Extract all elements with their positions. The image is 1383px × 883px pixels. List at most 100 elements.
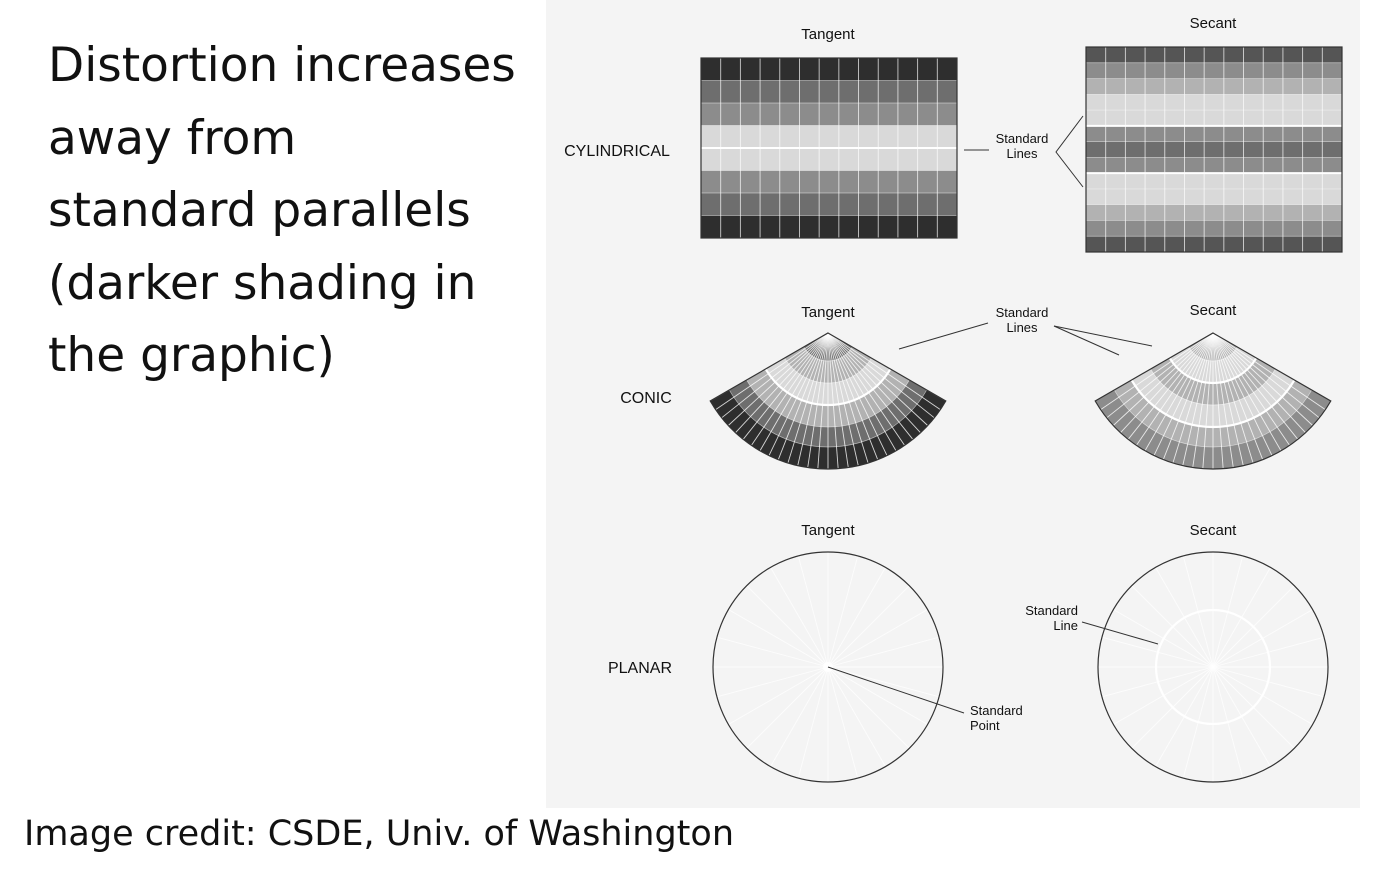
conic-tangent-meridian [827, 332, 935, 419]
planar-tangent-meridian [770, 567, 829, 668]
conic-tangent-meridian [751, 332, 829, 446]
planar-tangent-meridian [716, 636, 829, 668]
slide-body-text: Distortion increases away from standard … [48, 38, 516, 383]
cyl-secant-band [1086, 110, 1342, 127]
conic-secant-meridian [1106, 332, 1214, 419]
conic-secant-meridian [1202, 332, 1214, 469]
cyl-secant-leader-lines [1055, 115, 1084, 188]
cyl-secant-label: Secant [1190, 15, 1238, 32]
conic-tangent-meridian [727, 332, 829, 426]
planar-tangent-meridian [746, 585, 829, 668]
planar-tangent-meridian [827, 666, 928, 725]
conic-secant-meridian [1212, 332, 1290, 446]
conic-secant-outline [1094, 332, 1332, 470]
planar-tangent-outline [712, 551, 944, 783]
conic-tangent-meridian [827, 332, 879, 460]
cyl-tangent-band [701, 215, 957, 239]
conic-secant-standard-line [1130, 379, 1296, 429]
conic-secant-meridian [1212, 332, 1273, 456]
cyl-standard-lines-label-1: Standard [996, 131, 1049, 146]
planar-tangent-meridian [827, 585, 910, 668]
planar-standard-point-leader-line [827, 666, 965, 714]
conic-tangent-meridian [827, 332, 929, 426]
cyl-tangent-band [701, 148, 957, 171]
conic-tangent-meridian [817, 332, 829, 469]
row-label-planar: PLANAR [608, 660, 672, 677]
planar-secant-standard-line [1154, 608, 1272, 726]
conic-secant-leader-line-1 [1053, 325, 1153, 347]
cyl-secant-band [1086, 236, 1342, 253]
conic-secant-meridian [1136, 332, 1214, 446]
conic-tangent-meridian [827, 332, 869, 464]
conic-tangent-meridian [777, 332, 829, 460]
conic-secant-meridian [1212, 332, 1306, 434]
planar-tangent-meridian [716, 666, 829, 698]
standard-line-label-1: Standard [1025, 603, 1078, 618]
standard-point-label-1: Standard [970, 703, 1023, 718]
conic-standard-lines-label-1: Standard [996, 305, 1049, 320]
cyl-secant-band [1086, 94, 1342, 111]
planar-tangent-meridian [827, 555, 859, 668]
cyl-secant-band [1086, 173, 1342, 190]
cyl-tangent-band [701, 193, 957, 216]
image-credit: Image credit: CSDE, Univ. of Washington [24, 814, 734, 854]
conic-tangent-meridian [807, 332, 829, 468]
conic-secant-meridian [1212, 332, 1314, 426]
conic-tangent-ring [710, 390, 946, 469]
conic-secant-meridian [1212, 332, 1264, 460]
cyl-secant-band [1086, 188, 1342, 206]
conic-secant-meridian [1144, 332, 1214, 452]
conic-tangent-meridian [715, 332, 829, 410]
planar-tangent-meridian [797, 666, 829, 779]
conic-tangent-diagram [709, 332, 947, 470]
planar-tangent-meridian [797, 555, 829, 668]
cyl-secant-band [1086, 47, 1342, 64]
conic-tangent-meridian [759, 332, 829, 452]
conic-tangent-label: Tangent [801, 304, 855, 321]
conic-tangent-meridian [827, 332, 921, 434]
cyl-secant-band [1086, 157, 1342, 174]
conic-tangent-ring [765, 358, 891, 405]
conic-secant-meridian [1182, 332, 1214, 466]
conic-tangent-meridian [827, 332, 941, 410]
conic-secant-meridian [1212, 332, 1282, 452]
conic-secant-label: Secant [1190, 302, 1238, 319]
planar-tangent-meridian [728, 609, 829, 668]
planar-tangent-meridian [827, 666, 940, 698]
planar-secant-outline [1097, 551, 1329, 783]
conic-secant-meridian [1162, 332, 1214, 460]
conic-tangent-leader-line [898, 322, 989, 350]
row-label-cylindrical: CYLINDRICAL [564, 143, 670, 160]
conic-tangent-ring [729, 380, 927, 448]
planar-secant-diagram [1097, 551, 1329, 783]
conic-secant-leader-line-2 [1053, 325, 1120, 356]
planar-tangent-meridian [827, 666, 859, 779]
cyl-secant-frame [1085, 46, 1343, 253]
conic-tangent-meridian [787, 332, 829, 464]
cyl-secant-band [1086, 204, 1342, 221]
conic-tangent-meridian [827, 332, 839, 469]
conic-secant-meridian [1112, 332, 1214, 426]
conic-secant-ring [1095, 390, 1331, 469]
planar-tangent-meridian [746, 666, 829, 749]
conic-tangent-meridian [827, 332, 905, 446]
conic-tangent-meridian [721, 332, 829, 419]
planar-tangent-label: Tangent [801, 522, 855, 539]
planar-tangent-meridian [827, 666, 910, 749]
row-label-conic: CONIC [620, 390, 672, 407]
cyl-secant-band [1086, 141, 1342, 158]
conic-tangent-ring [746, 369, 910, 427]
conic-tangent-meridian [827, 332, 888, 456]
projection-distortion-figure: Tangent Secant CYLINDRICAL Tangent Secan… [546, 0, 1360, 808]
conic-secant-ring [1150, 358, 1276, 405]
conic-secant-meridian [1120, 332, 1214, 434]
planar-tangent-meridian [827, 666, 886, 767]
cyl-secant-band [1086, 220, 1342, 237]
cyl-tangent-label: Tangent [801, 26, 855, 43]
planar-tangent-meridian [827, 636, 940, 668]
conic-tangent-meridian [797, 332, 829, 466]
conic-secant-meridian [1153, 332, 1214, 456]
conic-tangent-meridian [768, 332, 829, 456]
planar-tangent-meridian [770, 666, 829, 767]
conic-standard-lines-label-2: Lines [1006, 320, 1038, 335]
